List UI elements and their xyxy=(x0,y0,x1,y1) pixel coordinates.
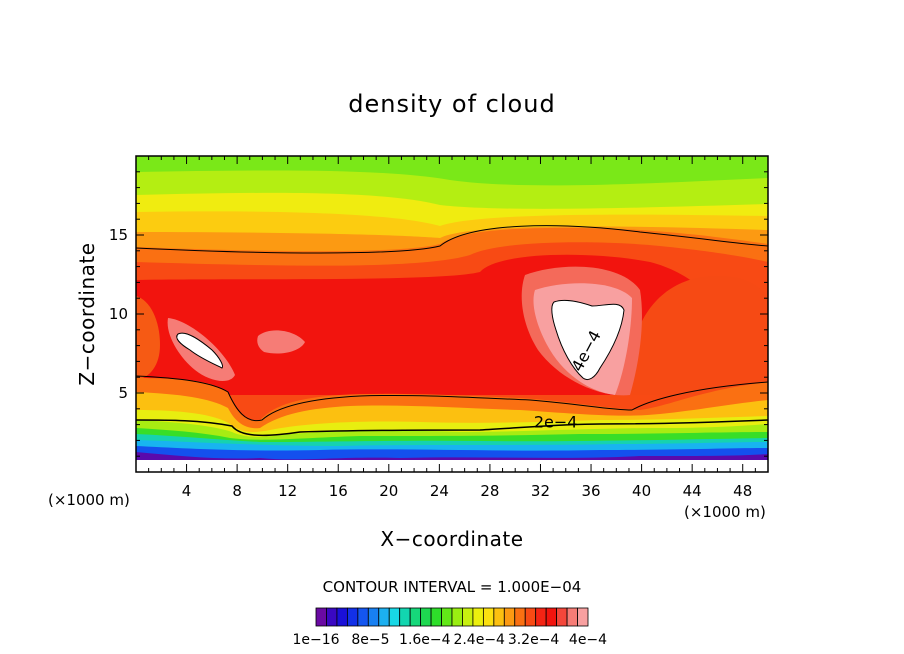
chart-title: density of cloud xyxy=(348,90,555,118)
y-axis-ticks: 5 10 15 xyxy=(109,171,768,457)
colorbar-tick-label: 1.6e−4 xyxy=(399,632,451,648)
colorbar-swatch xyxy=(326,607,338,627)
x-tick-label: 16 xyxy=(329,482,348,500)
colorbar-swatch xyxy=(315,607,327,627)
x-tick-label: 8 xyxy=(232,482,242,500)
contour-line-lower xyxy=(136,375,768,422)
x-axis-label: X−coordinate xyxy=(380,527,523,551)
max-region-left xyxy=(176,332,223,369)
colorbar-swatch xyxy=(566,607,578,627)
colorbar-swatch xyxy=(388,607,401,627)
colorbar-swatch xyxy=(430,607,442,627)
colorbar-tick-label: 4e−4 xyxy=(569,632,607,648)
colorbar-swatch xyxy=(399,607,411,627)
x-tick-label: 40 xyxy=(632,482,651,500)
region-left-edge xyxy=(136,296,160,380)
x-tick-label: 36 xyxy=(581,482,600,500)
colorbar-swatch xyxy=(346,607,359,627)
plot-area xyxy=(136,156,768,472)
x-tick-label: 32 xyxy=(531,482,550,500)
colorbar-swatch xyxy=(493,607,505,627)
colorbar-swatch xyxy=(556,607,568,627)
x-axis-unit-left: (×1000 m) xyxy=(48,491,130,509)
colorbar-tick-label: 1e−16 xyxy=(292,632,339,648)
x-tick-label: 4 xyxy=(182,482,192,500)
colorbar-tick-label: 8e−5 xyxy=(351,632,389,648)
colorbar-swatch xyxy=(514,607,526,627)
x-axis-unit-right: (×1000 m) xyxy=(684,503,766,521)
colorbar-swatch xyxy=(503,607,516,627)
y-tick-label: 10 xyxy=(109,305,128,323)
x-tick-label: 28 xyxy=(480,482,499,500)
contour-line-upper xyxy=(136,225,768,254)
contour-line-2e-4 xyxy=(136,419,768,437)
x-axis-ticks: 4 8 12 16 20 24 28 32 36 40 44 48 xyxy=(148,156,756,500)
colorbar-swatch xyxy=(357,607,369,627)
colorbar-swatch xyxy=(472,607,484,627)
colorbar xyxy=(315,607,589,627)
colorbar-swatch xyxy=(409,607,422,627)
colorbar-swatch xyxy=(482,607,495,627)
x-tick-label: 20 xyxy=(379,482,398,500)
colorbar-swatch xyxy=(462,607,474,627)
x-tick-label: 12 xyxy=(278,482,297,500)
colorbar-swatch xyxy=(524,607,537,627)
x-tick-label: 48 xyxy=(733,482,752,500)
colorbar-swatch xyxy=(367,607,380,627)
y-tick-label: 5 xyxy=(118,384,128,402)
max-region-right xyxy=(551,299,625,381)
colorbar-tick-label: 2.4e−4 xyxy=(453,632,505,648)
contour-label-2e-4: 2e−4 xyxy=(534,412,578,431)
colorbar-swatch xyxy=(420,607,432,627)
colorbar-swatch xyxy=(336,607,348,627)
colorbar-swatch xyxy=(535,607,547,627)
band-bottom-white xyxy=(136,460,768,472)
colorbar-swatch xyxy=(451,607,463,627)
x-tick-label: 44 xyxy=(683,482,702,500)
y-tick-label: 15 xyxy=(109,226,128,244)
colorbar-tick-label: 3.2e−4 xyxy=(508,632,560,648)
region-right-dome xyxy=(627,275,768,395)
colorbar-swatch xyxy=(441,607,453,627)
colorbar-swatch xyxy=(378,607,390,627)
contour-interval-label: CONTOUR INTERVAL = 1.000E−04 xyxy=(323,578,582,596)
x-tick-label: 24 xyxy=(430,482,449,500)
colorbar-swatch xyxy=(545,607,558,627)
halo-small-pink xyxy=(257,330,305,354)
colorbar-swatch xyxy=(577,607,589,627)
y-axis-label: Z−coordinate xyxy=(75,242,99,385)
colorbar-tick-labels: 1e−16 8e−5 1.6e−4 2.4e−4 3.2e−4 4e−4 xyxy=(292,632,607,648)
